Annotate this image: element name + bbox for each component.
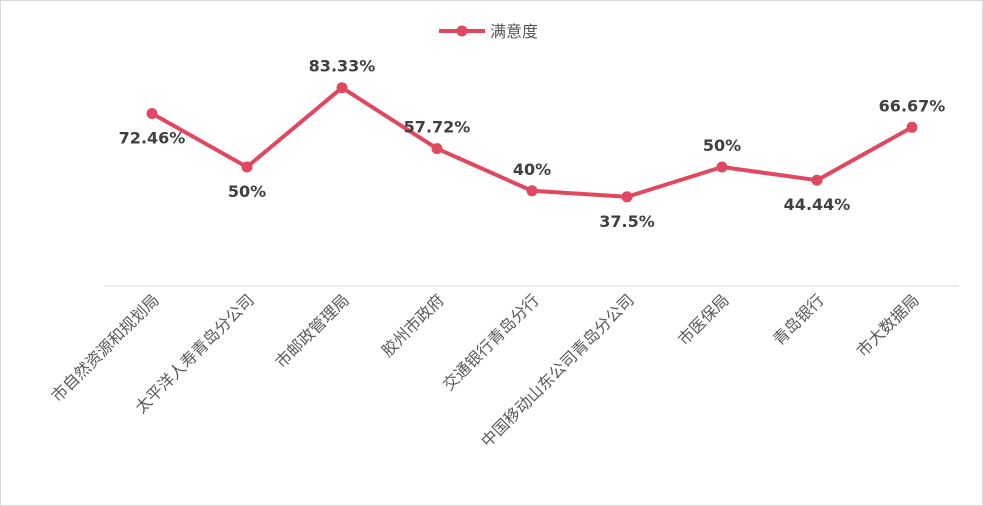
data-point[interactable] bbox=[526, 185, 538, 197]
data-label: 40% bbox=[513, 160, 551, 179]
x-tick-label: 交通银行青岛分行 bbox=[439, 290, 543, 394]
x-tick-label: 中国移动山东公司青岛分公司 bbox=[477, 290, 638, 451]
series-layer bbox=[146, 82, 918, 203]
x-tick-label: 市邮政管理局 bbox=[272, 290, 353, 371]
data-point[interactable] bbox=[431, 143, 443, 155]
legend-marker-swatch bbox=[456, 25, 468, 37]
data-label: 57.72% bbox=[404, 118, 471, 137]
data-point[interactable] bbox=[906, 121, 918, 133]
x-tick-label: 胶州市政府 bbox=[378, 290, 448, 360]
x-tick-label: 青岛银行 bbox=[769, 290, 828, 349]
data-label-layer: 72.46% 50% 83.33% 57.72% 40% 37.5% 50% 44.44% 66… bbox=[119, 57, 946, 231]
x-tick-label: 市医保局 bbox=[674, 290, 733, 349]
series-line-satisfaction bbox=[151, 85, 913, 199]
data-point[interactable] bbox=[716, 161, 728, 173]
data-label: 44.44% bbox=[784, 195, 851, 214]
data-point[interactable] bbox=[811, 174, 823, 186]
data-label: 83.33% bbox=[309, 57, 376, 76]
data-point[interactable] bbox=[146, 108, 158, 119]
data-point[interactable] bbox=[621, 191, 633, 203]
x-tick-label: 市大数据局 bbox=[853, 290, 923, 360]
data-label: 66.67% bbox=[879, 96, 946, 115]
data-label: 50% bbox=[228, 182, 266, 201]
data-label: 72.46% bbox=[119, 129, 186, 148]
data-point[interactable] bbox=[241, 161, 253, 173]
data-label: 37.5% bbox=[599, 212, 655, 231]
legend-label: 满意度 bbox=[490, 22, 538, 41]
data-point[interactable] bbox=[336, 82, 348, 94]
legend: 满意度 bbox=[439, 22, 538, 41]
data-label: 50% bbox=[703, 136, 741, 155]
